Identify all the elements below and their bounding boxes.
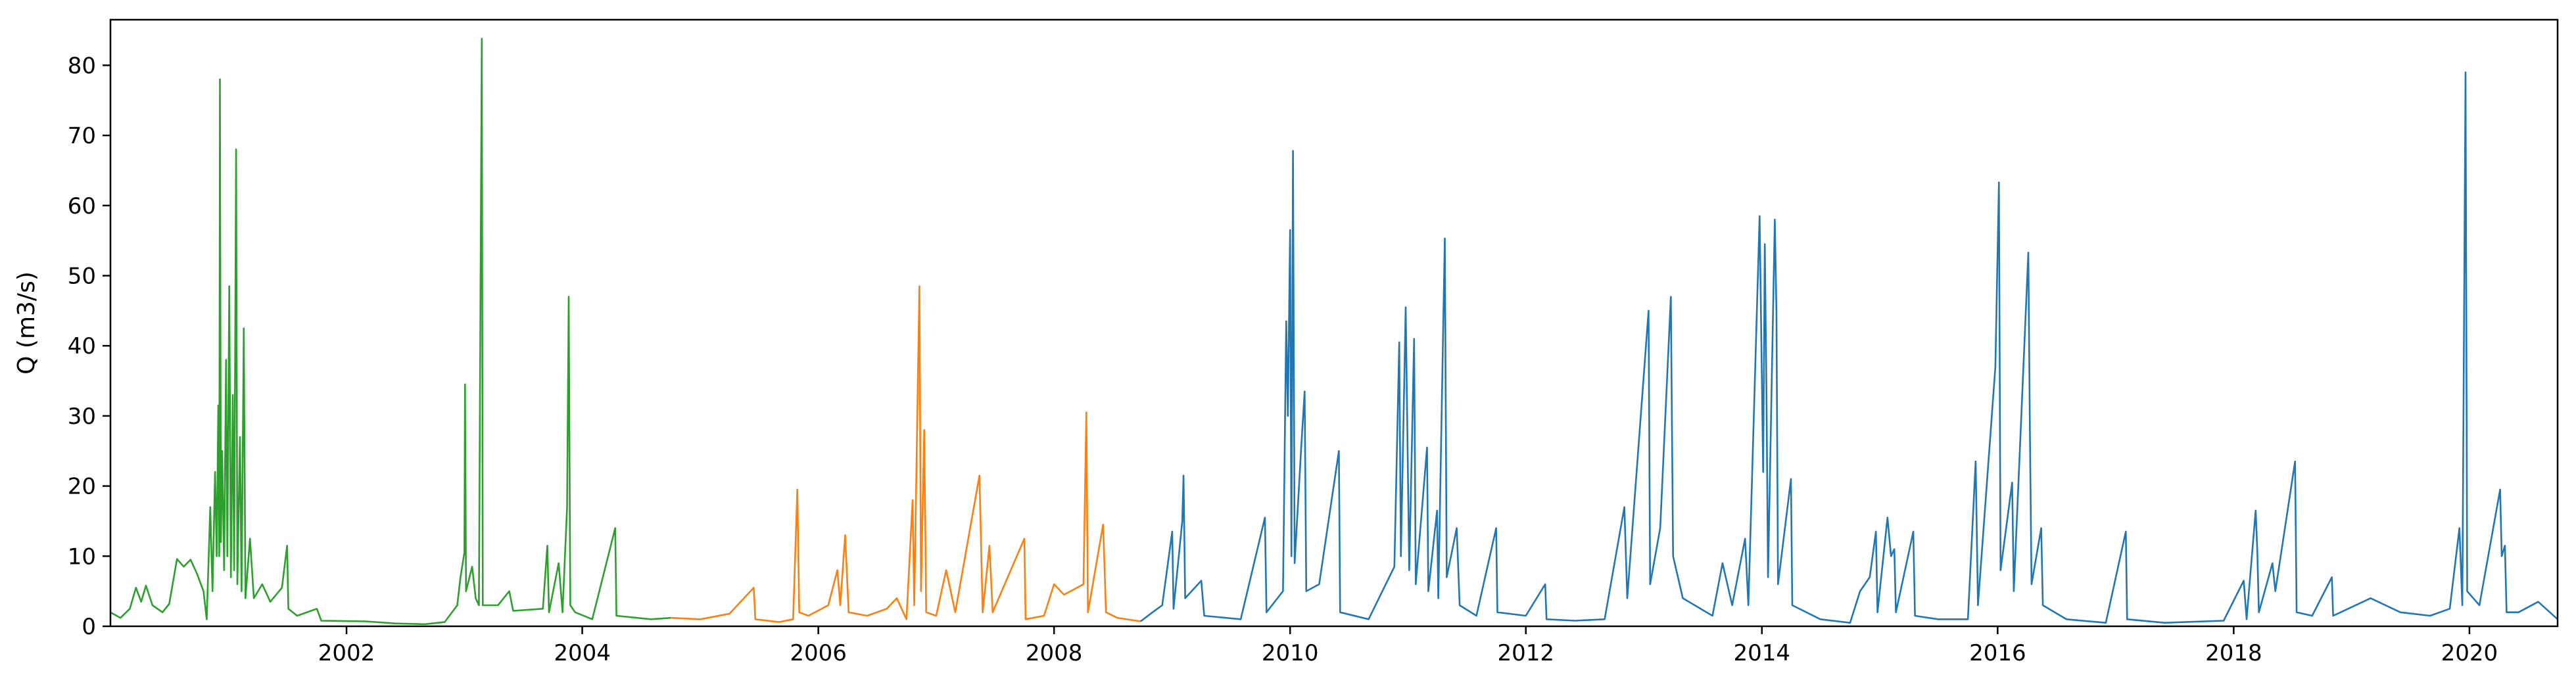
y-tick-label: 60	[68, 193, 96, 219]
x-tick-label: 2014	[1734, 640, 1791, 666]
series-line-3	[1140, 71, 2558, 624]
y-tick-label: 20	[68, 474, 96, 500]
series-line-1	[110, 37, 671, 626]
y-tick-label: 50	[68, 263, 96, 289]
x-tick-label: 2008	[1026, 640, 1083, 666]
x-tick-label: 2004	[554, 640, 611, 666]
x-tick-label: 2020	[2441, 640, 2498, 666]
y-tick-label: 70	[68, 123, 96, 149]
series-layer	[110, 37, 2558, 626]
x-axis: 2002 2004 2006 2008 2010 2012 2014 2016 2018 2020	[318, 626, 2498, 666]
y-axis: 0 10 20 30 40 50 60 70 80	[68, 53, 110, 640]
y-tick-label: 80	[68, 53, 96, 79]
series-line-2	[671, 285, 1141, 623]
x-tick-label: 2018	[2205, 640, 2262, 666]
y-tick-label: 30	[68, 404, 96, 430]
y-tick-label: 40	[68, 333, 96, 359]
x-tick-label: 2010	[1262, 640, 1319, 666]
x-tick-label: 2002	[318, 640, 375, 666]
y-tick-label: 0	[82, 614, 96, 640]
x-tick-label: 2016	[1969, 640, 2026, 666]
plot-area-frame	[109, 18, 2559, 628]
x-tick-label: 2012	[1497, 640, 1554, 666]
y-axis-label: Q (m3/s)	[13, 271, 40, 375]
y-tick-label: 10	[68, 543, 96, 570]
x-tick-label: 2006	[790, 640, 847, 666]
